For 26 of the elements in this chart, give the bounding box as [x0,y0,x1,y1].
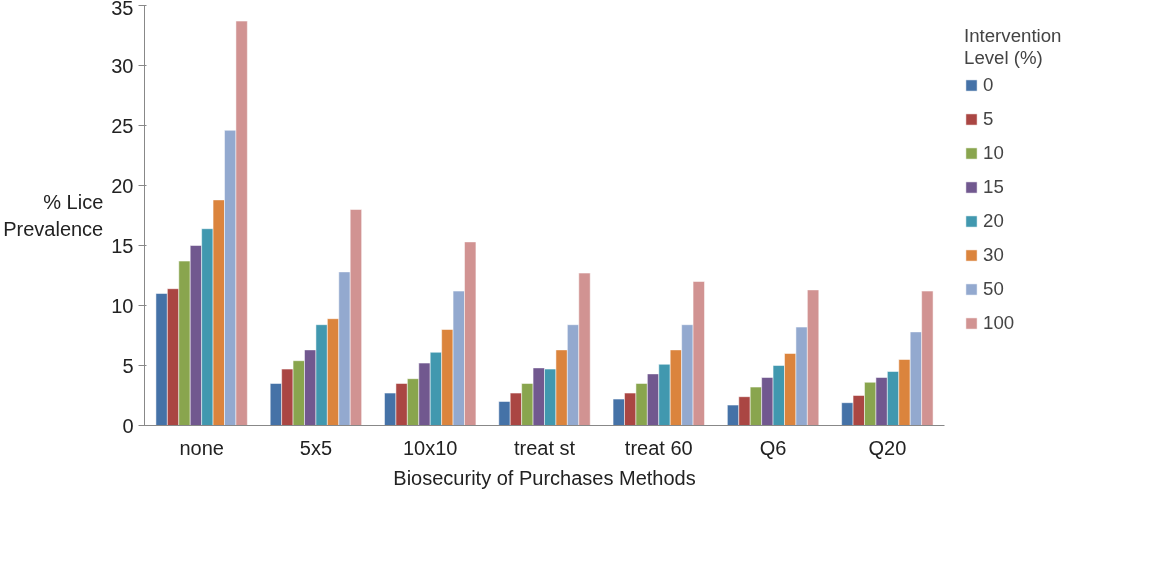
x-tick-label: none [179,436,224,459]
y-tick-label: 0 [122,414,134,437]
x-tick-label: 5x5 [299,436,333,459]
x-tick-label: Q20 [868,436,907,459]
y-tick-label: 10 [111,294,134,317]
legend-label: 50 [983,278,1004,300]
x-tick-label: treat 60 [624,436,693,459]
legend-label: 10 [983,142,1004,164]
legend-title: Intervention Level (%) [964,25,1062,69]
legend-label: 100 [983,312,1015,334]
x-axis-title: Biosecurity of Purchases Methods [393,466,696,489]
y-tick-label: 15 [111,234,134,257]
legend-label: 15 [983,176,1004,198]
x-tick-label: treat st [513,436,576,459]
legend-label: 0 [983,74,995,96]
y-tick-label: 20 [111,174,134,197]
legend-label: 30 [983,244,1004,266]
y-tick-label: 30 [111,54,134,77]
y-tick-label: 35 [111,0,134,19]
y-tick-label: 5 [122,354,134,377]
x-tick-label: 10x10 [402,436,458,459]
y-tick-label: 25 [111,114,134,137]
x-tick-label: Q6 [759,436,787,459]
y-axis-title: % Lice Prevalence [3,191,104,240]
legend-label: 5 [983,108,995,130]
legend-label: 20 [983,210,1004,232]
